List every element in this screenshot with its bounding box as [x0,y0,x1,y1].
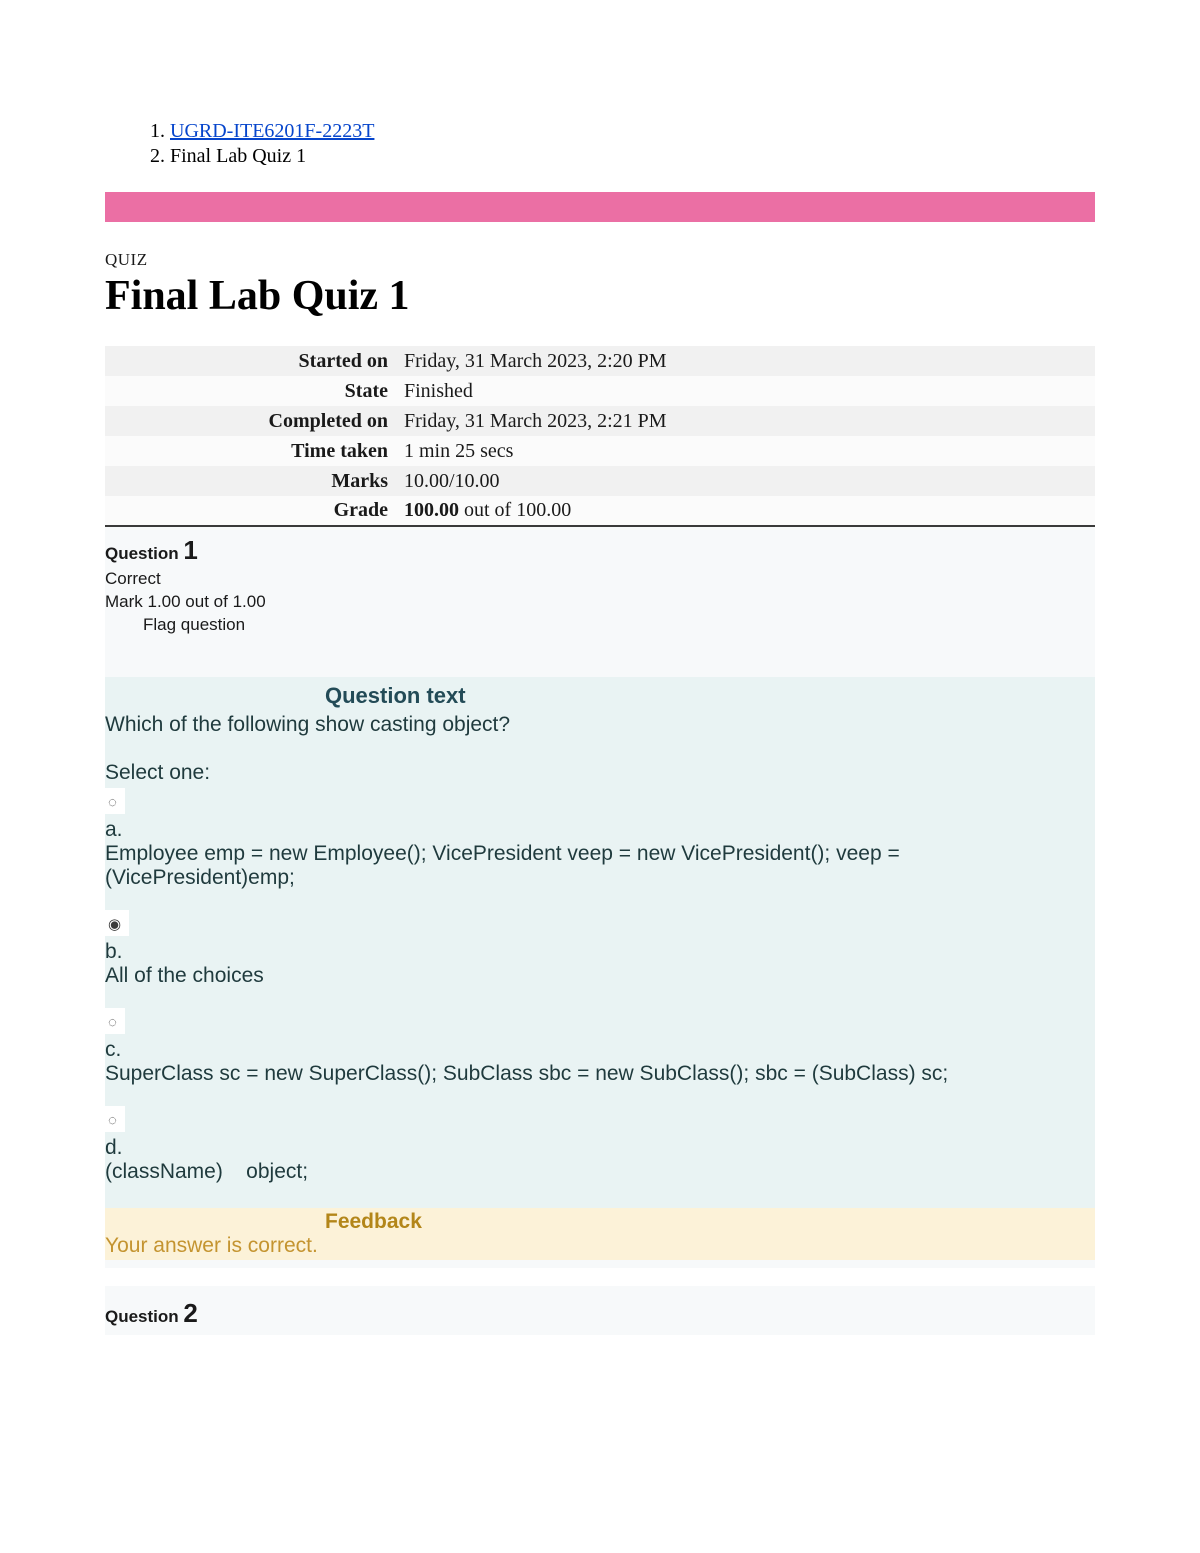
summary-label: Started on [105,346,400,376]
choice-d-label: d. [105,1136,1089,1160]
question-choices: Select one: ◌ a. Employee emp = new Empl… [105,759,1089,1183]
quiz-page: UGRD-ITE6201F-2223T Final Lab Quiz 1 QUI… [0,0,1200,1553]
choice-b-label: b. [105,940,1089,964]
question-1-body: Question text Which of the following sho… [105,677,1095,1208]
summary-value: 10.00/10.00 [400,466,1095,496]
table-row: State Finished [105,376,1095,406]
radio-c[interactable]: ◌ [105,1008,125,1034]
question-label: Question [105,1307,183,1326]
summary-label: Time taken [105,436,400,466]
radio-empty-icon: ◌ [108,794,117,811]
question-label: Question [105,544,183,563]
table-row: Started on Friday, 31 March 2023, 2:20 P… [105,346,1095,376]
choice-b-text: All of the choices [105,964,1089,988]
select-one-label: Select one: [105,759,1089,787]
breadcrumb-link-course[interactable]: UGRD-ITE6201F-2223T [170,120,374,142]
summary-value-grade: 100.00 out of 100.00 [400,496,1095,526]
radio-a[interactable]: ◌ [105,788,125,814]
choice-a-text: Employee emp = new Employee(); VicePresi… [105,842,1089,890]
choice-c: ◌ c. SuperClass sc = new SuperClass(); S… [105,1008,1089,1086]
summary-label: Completed on [105,406,400,436]
table-row: Time taken 1 min 25 secs [105,436,1095,466]
breadcrumb: UGRD-ITE6201F-2223T Final Lab Quiz 1 [105,120,1095,168]
grade-bold: 100.00 [404,499,459,521]
feedback-heading: Feedback [105,1210,1093,1234]
choice-d-text: (className) object; [105,1160,1089,1184]
radio-empty-icon: ◌ [108,1014,117,1031]
question-1-feedback: Feedback Your answer is correct. [105,1208,1095,1260]
summary-value: Friday, 31 March 2023, 2:20 PM [400,346,1095,376]
table-row: Completed on Friday, 31 March 2023, 2:21… [105,406,1095,436]
accent-bar [105,192,1095,222]
feedback-text: Your answer is correct. [105,1234,1093,1258]
choice-b: ◉ b. All of the choices [105,910,1089,988]
choice-c-text: SuperClass sc = new SuperClass(); SubCla… [105,1062,1089,1086]
summary-value: Friday, 31 March 2023, 2:21 PM [400,406,1095,436]
summary-label: Marks [105,466,400,496]
question-prompt: Which of the following show casting obje… [105,711,1089,739]
choice-a: ◌ a. Employee emp = new Employee(); Vice… [105,788,1089,890]
breadcrumb-item-current: Final Lab Quiz 1 [170,145,1095,168]
grade-rest: out of 100.00 [459,499,571,521]
radio-selected-icon: ◉ [108,916,121,933]
attempt-summary-table: Started on Friday, 31 March 2023, 2:20 P… [105,346,1095,527]
summary-label: Grade [105,496,400,526]
radio-b[interactable]: ◉ [105,910,129,936]
question-number: 1 [183,535,197,565]
radio-empty-icon: ◌ [108,1112,117,1129]
choice-c-label: c. [105,1038,1089,1062]
question-2-block: Question 2 [105,1286,1095,1335]
quiz-label: QUIZ [105,250,1095,270]
question-1-header: Question 1 Correct Mark 1.00 out of 1.00… [105,533,1095,637]
table-row: Marks 10.00/10.00 [105,466,1095,496]
choice-d: ◌ d. (className) object; [105,1106,1089,1184]
summary-label: State [105,376,400,406]
question-1-block: Question 1 Correct Mark 1.00 out of 1.00… [105,527,1095,1268]
summary-value: Finished [400,376,1095,406]
breadcrumb-item-course: UGRD-ITE6201F-2223T [170,120,1095,143]
choice-a-label: a. [105,818,1089,842]
question-number: 2 [183,1298,197,1328]
table-row: Grade 100.00 out of 100.00 [105,496,1095,526]
question-text-heading: Question text [105,683,1089,709]
question-correct: Correct [105,568,1095,591]
radio-d[interactable]: ◌ [105,1106,125,1132]
summary-value: 1 min 25 secs [400,436,1095,466]
question-mark: Mark 1.00 out of 1.00 [105,591,1095,614]
page-title: Final Lab Quiz 1 [105,272,1095,320]
flag-question-link[interactable]: Flag question [105,614,1095,637]
